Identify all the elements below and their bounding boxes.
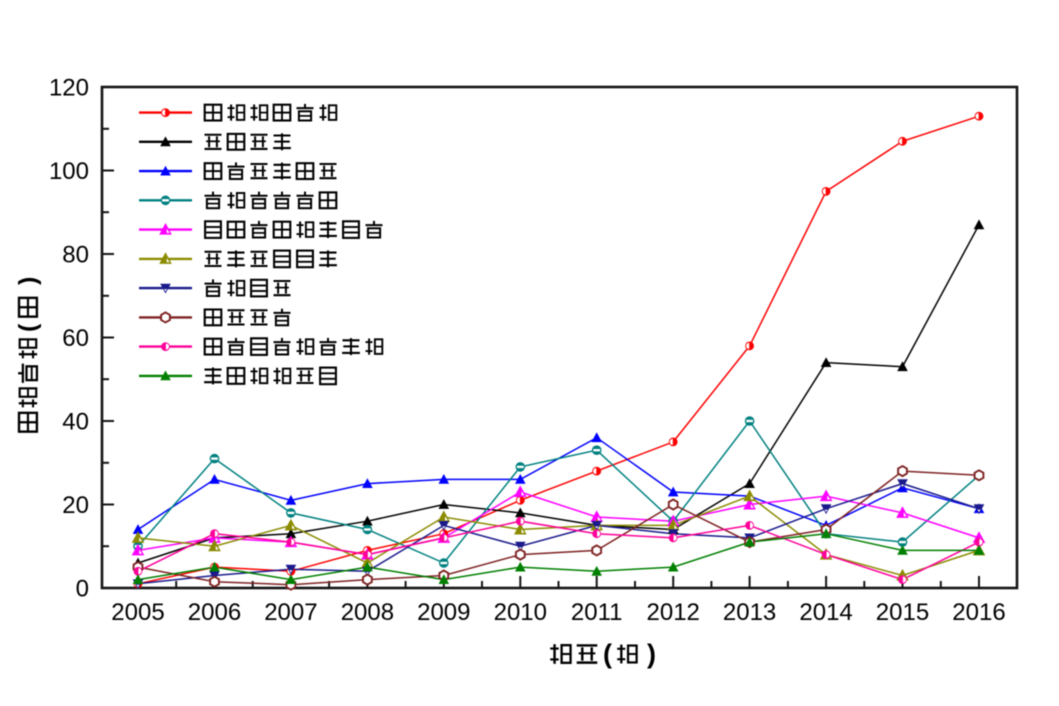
- svg-text:20: 20: [62, 492, 89, 519]
- svg-text:60: 60: [62, 325, 89, 352]
- svg-text:100: 100: [49, 158, 89, 185]
- svg-text:2006: 2006: [188, 599, 241, 626]
- svg-text:2005: 2005: [111, 599, 164, 626]
- svg-text:2016: 2016: [952, 599, 1005, 626]
- svg-text:(: (: [14, 323, 42, 332]
- svg-text:2009: 2009: [417, 599, 470, 626]
- svg-text:2013: 2013: [723, 599, 776, 626]
- svg-text:2014: 2014: [799, 599, 852, 626]
- svg-text:2010: 2010: [494, 599, 547, 626]
- svg-text:2011: 2011: [571, 599, 623, 626]
- svg-text:): ): [647, 639, 656, 669]
- svg-text:(: (: [603, 639, 612, 669]
- svg-text:80: 80: [62, 242, 89, 269]
- svg-text:0: 0: [76, 576, 89, 603]
- svg-text:2008: 2008: [341, 599, 394, 626]
- svg-text:2007: 2007: [264, 599, 317, 626]
- svg-text:40: 40: [62, 409, 89, 436]
- svg-text:2015: 2015: [876, 599, 929, 626]
- svg-text:2012: 2012: [647, 599, 700, 626]
- svg-text:): ): [14, 277, 42, 285]
- svg-text:120: 120: [49, 75, 89, 102]
